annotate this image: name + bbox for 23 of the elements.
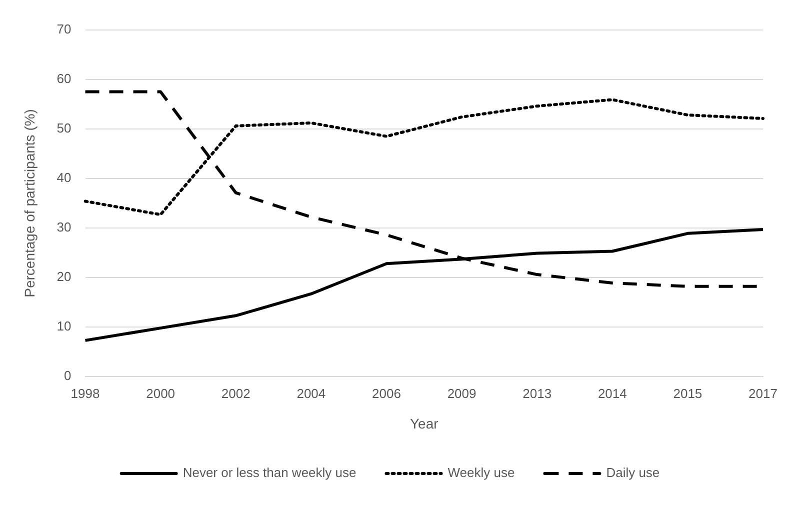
x-tick-label: 2014 bbox=[598, 386, 627, 401]
legend-label: Daily use bbox=[606, 465, 660, 480]
x-tick-label: 2006 bbox=[372, 386, 401, 401]
x-tick-label: 2009 bbox=[447, 386, 476, 401]
y-axis-title: Percentage of participants (%) bbox=[21, 109, 38, 298]
x-tick-label: 2002 bbox=[221, 386, 250, 401]
y-tick-label: 40 bbox=[56, 170, 72, 186]
y-tick-label: 20 bbox=[56, 269, 72, 284]
y-tick-label: 70 bbox=[56, 21, 72, 36]
x-tick-label: 2017 bbox=[748, 386, 778, 401]
x-tick-label: 2013 bbox=[522, 386, 552, 401]
x-tick-label: 2004 bbox=[296, 386, 326, 401]
x-tick-label: 1998 bbox=[70, 386, 100, 401]
y-tick-label: 60 bbox=[56, 70, 72, 86]
y-tick-label: 0 bbox=[64, 368, 72, 384]
x-axis-title: Year bbox=[410, 415, 439, 432]
y-tick-label: 30 bbox=[56, 220, 72, 235]
y-tick-label: 50 bbox=[56, 120, 72, 136]
x-tick-label: 2015 bbox=[673, 386, 702, 401]
y-tick-label: 10 bbox=[56, 318, 72, 334]
legend-label: Weekly use bbox=[448, 465, 515, 480]
legend-label: Never or less than weekly use bbox=[182, 465, 356, 480]
x-tick-label: 2000 bbox=[146, 386, 176, 401]
